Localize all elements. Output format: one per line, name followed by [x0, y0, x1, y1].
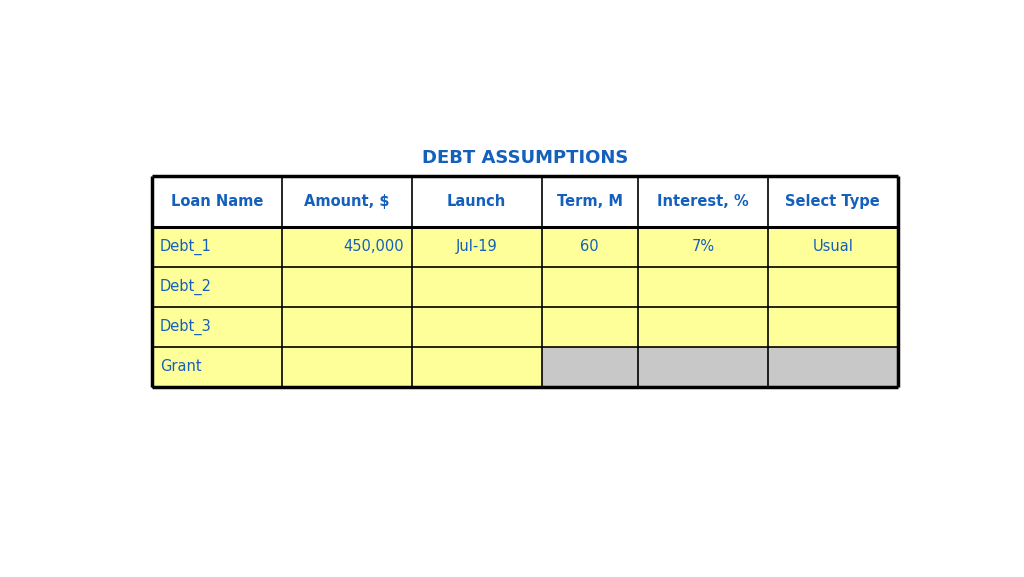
- FancyBboxPatch shape: [412, 176, 542, 227]
- Text: Loan Name: Loan Name: [171, 194, 263, 209]
- FancyBboxPatch shape: [768, 176, 898, 227]
- Text: Usual: Usual: [812, 239, 853, 254]
- FancyBboxPatch shape: [542, 307, 638, 347]
- Text: Grant: Grant: [160, 359, 202, 374]
- FancyBboxPatch shape: [638, 227, 768, 267]
- Text: 60: 60: [581, 239, 599, 254]
- FancyBboxPatch shape: [152, 347, 282, 387]
- FancyBboxPatch shape: [768, 267, 898, 307]
- FancyBboxPatch shape: [412, 227, 542, 267]
- FancyBboxPatch shape: [282, 307, 412, 347]
- Text: Jul-19: Jul-19: [456, 239, 498, 254]
- FancyBboxPatch shape: [542, 176, 638, 227]
- FancyBboxPatch shape: [412, 267, 542, 307]
- FancyBboxPatch shape: [768, 307, 898, 347]
- FancyBboxPatch shape: [638, 307, 768, 347]
- Text: Term, M: Term, M: [557, 194, 623, 209]
- Text: Debt_1: Debt_1: [160, 239, 212, 255]
- Text: Debt_2: Debt_2: [160, 279, 212, 295]
- FancyBboxPatch shape: [768, 347, 898, 387]
- FancyBboxPatch shape: [638, 267, 768, 307]
- Text: Interest, %: Interest, %: [657, 194, 749, 209]
- FancyBboxPatch shape: [542, 347, 638, 387]
- FancyBboxPatch shape: [282, 176, 412, 227]
- FancyBboxPatch shape: [282, 267, 412, 307]
- Text: 450,000: 450,000: [343, 239, 403, 254]
- FancyBboxPatch shape: [542, 227, 638, 267]
- Text: Amount, $: Amount, $: [304, 194, 389, 209]
- FancyBboxPatch shape: [638, 347, 768, 387]
- Text: DEBT ASSUMPTIONS: DEBT ASSUMPTIONS: [422, 149, 628, 167]
- FancyBboxPatch shape: [638, 176, 768, 227]
- FancyBboxPatch shape: [282, 347, 412, 387]
- FancyBboxPatch shape: [152, 227, 282, 267]
- FancyBboxPatch shape: [152, 176, 282, 227]
- FancyBboxPatch shape: [152, 267, 282, 307]
- Text: Select Type: Select Type: [785, 194, 881, 209]
- FancyBboxPatch shape: [412, 347, 542, 387]
- Text: 7%: 7%: [691, 239, 715, 254]
- FancyBboxPatch shape: [282, 227, 412, 267]
- FancyBboxPatch shape: [768, 227, 898, 267]
- FancyBboxPatch shape: [152, 307, 282, 347]
- Text: Debt_3: Debt_3: [160, 319, 212, 335]
- Text: Launch: Launch: [447, 194, 506, 209]
- FancyBboxPatch shape: [542, 267, 638, 307]
- FancyBboxPatch shape: [412, 307, 542, 347]
